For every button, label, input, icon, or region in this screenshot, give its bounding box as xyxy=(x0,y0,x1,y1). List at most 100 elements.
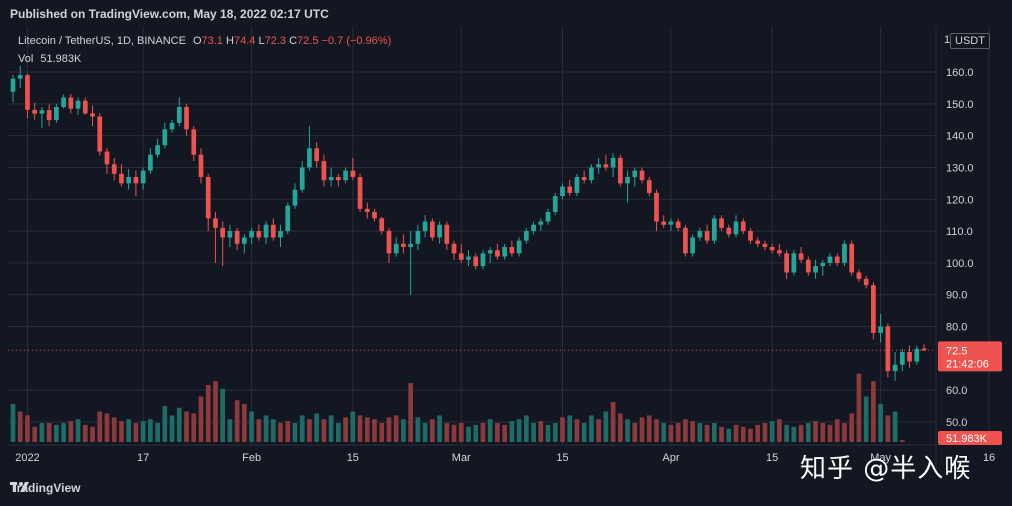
candle-body xyxy=(126,177,132,184)
candle-body xyxy=(133,177,139,184)
candle-body xyxy=(863,278,869,286)
x-tick-label: Feb xyxy=(242,452,261,464)
volume-bar xyxy=(740,426,746,442)
y-tick-label: 100.0 xyxy=(946,258,974,270)
candle-body xyxy=(813,266,818,273)
volume-bar xyxy=(495,423,500,442)
currency-button[interactable]: USDT xyxy=(950,33,990,49)
volume-bar xyxy=(603,411,609,442)
candle-body xyxy=(871,285,876,333)
x-tick-label: Apr xyxy=(662,452,679,464)
volume-bar xyxy=(321,419,327,442)
candle-body xyxy=(538,221,544,225)
candle-body xyxy=(617,157,623,184)
candle-body xyxy=(270,224,276,238)
candle-body xyxy=(184,107,189,130)
volume-bar xyxy=(379,423,385,442)
volume-bar xyxy=(401,419,406,442)
candle-body xyxy=(668,221,674,225)
candle-body xyxy=(227,231,233,238)
candle-body xyxy=(429,221,435,238)
candle-body xyxy=(516,240,522,254)
volume-bar xyxy=(32,426,38,442)
volume-bar xyxy=(54,424,59,442)
candle-body xyxy=(10,78,16,92)
volume-bar xyxy=(39,423,45,442)
candle-body xyxy=(234,231,240,244)
candle-body xyxy=(878,326,883,333)
volume-legend: Vol 51.983K xyxy=(18,53,81,65)
candle-body xyxy=(213,218,218,228)
candle-body xyxy=(921,348,927,351)
volume-bar xyxy=(148,419,153,442)
volume-bar xyxy=(458,423,464,442)
volume-bar xyxy=(589,415,594,442)
volume-bar xyxy=(227,419,233,442)
volume-bar xyxy=(270,419,276,442)
change-value: −0.7 (−0.96%) xyxy=(321,35,392,47)
volume-bar xyxy=(415,417,421,442)
time-axis: 2022 17 Feb 15 Mar 15 Apr 15 May 16 xyxy=(15,452,995,464)
candle-body xyxy=(372,212,377,219)
close-label: C xyxy=(289,35,298,47)
close-value: 72.5 xyxy=(297,35,319,47)
y-tick-label: 150.0 xyxy=(946,99,974,111)
volume-bar xyxy=(336,423,341,442)
volume-bar xyxy=(552,423,558,442)
candle-body xyxy=(350,170,356,177)
candle-body xyxy=(328,177,334,181)
published-header: Published on TradingView.com, May 18, 20… xyxy=(10,7,329,21)
volume-bar xyxy=(169,415,175,442)
candle-body xyxy=(509,247,515,254)
candle-body xyxy=(379,218,385,232)
candle-body xyxy=(307,148,312,168)
volume-value-label xyxy=(938,431,1002,445)
volume-bar xyxy=(899,440,905,442)
chart-legend: Litecoin / TetherUS, 1D, BINANCE O73.1 H… xyxy=(18,35,391,47)
candle-body xyxy=(466,256,471,260)
candle-body xyxy=(842,243,847,263)
volume-bar xyxy=(242,404,247,442)
candle-body xyxy=(581,177,587,181)
x-tick-label: 2022 xyxy=(15,452,39,464)
volume-bar xyxy=(683,419,688,442)
volume-bar xyxy=(502,424,508,442)
volume-bar xyxy=(813,421,818,442)
candle-body xyxy=(610,157,616,168)
footer-brand[interactable]: TradingView xyxy=(10,481,80,495)
candle-body xyxy=(885,326,891,372)
volume-bar xyxy=(711,423,717,442)
candle-body xyxy=(61,97,66,107)
volume-bars xyxy=(10,373,905,442)
y-tick-label: 110.0 xyxy=(946,226,973,238)
volume-bar xyxy=(545,424,551,442)
candle-body xyxy=(17,75,23,79)
candle-body xyxy=(292,189,298,206)
volume-bar xyxy=(198,396,204,442)
candlestick-chart[interactable]: 160.0150.0140.0130.0120.0110.0100.090.08… xyxy=(8,27,1004,472)
volume-bar xyxy=(473,424,479,442)
volume-bar xyxy=(856,373,862,442)
candle-body xyxy=(748,231,753,241)
candle-body xyxy=(834,256,840,263)
candle-body xyxy=(162,129,168,146)
volume-bar xyxy=(487,419,493,442)
candle-body xyxy=(892,364,898,372)
volume-bar xyxy=(827,424,833,442)
candle-body xyxy=(798,253,804,260)
candle-body xyxy=(646,180,652,193)
volume-bar xyxy=(256,419,262,442)
candle-body xyxy=(914,348,920,362)
chart-area[interactable]: 160.0 150.0 140.0 130.0 120.0 110.0 100.0 90.0 8… xyxy=(8,27,1004,472)
volume-bar xyxy=(842,423,847,442)
x-tick-label: 17 xyxy=(137,452,149,464)
volume-bar xyxy=(176,407,182,442)
candle-body xyxy=(690,237,695,254)
volume-bar xyxy=(155,423,160,442)
candle-body xyxy=(531,224,536,232)
candle-body xyxy=(523,231,529,241)
candle-body xyxy=(552,196,558,212)
candle-body xyxy=(625,177,630,184)
volume-bar xyxy=(97,411,103,442)
volume-bar xyxy=(748,428,753,442)
